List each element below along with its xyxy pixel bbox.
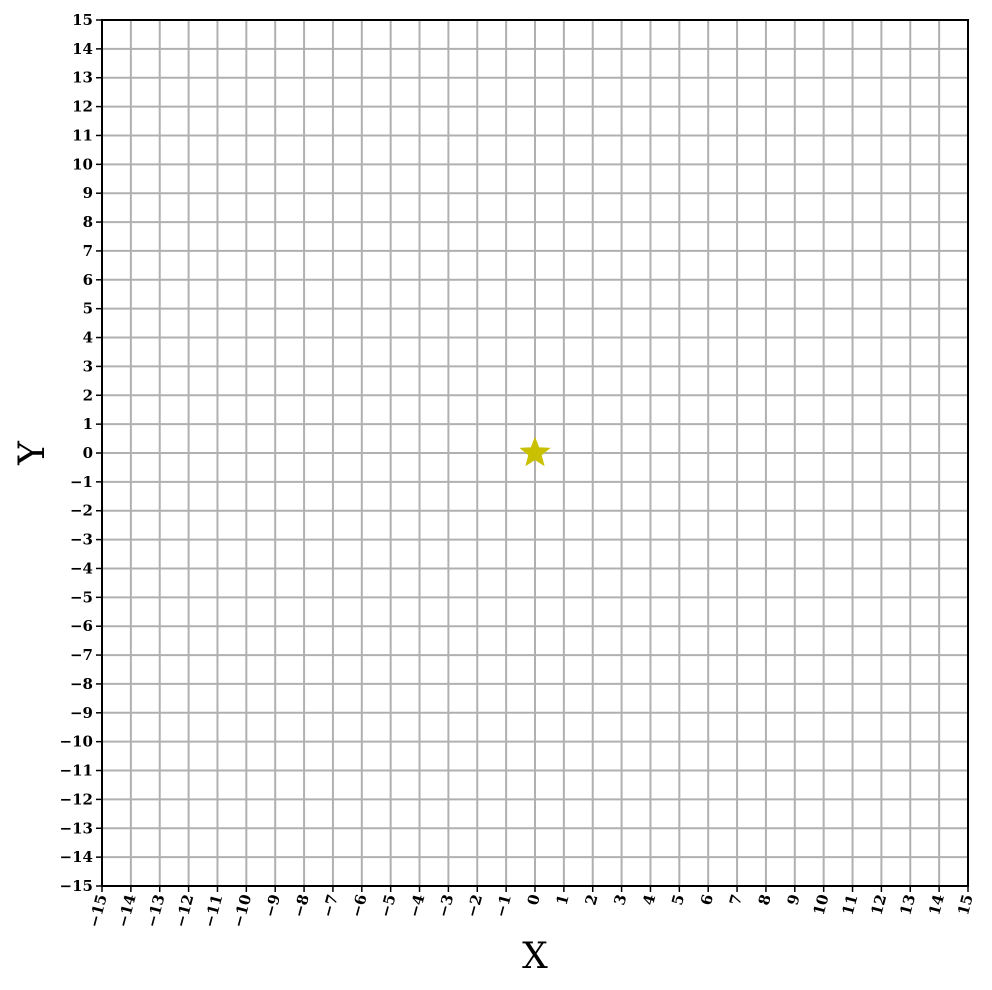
x-tick-label: 0 xyxy=(524,892,544,907)
x-tick-label: −2 xyxy=(463,892,486,919)
y-tick-label: 10 xyxy=(72,155,93,173)
x-tick-label: −9 xyxy=(261,892,284,919)
y-tick-label: 1 xyxy=(83,415,93,433)
x-tick-label: 10 xyxy=(810,892,833,917)
y-tick-label: 4 xyxy=(83,329,93,347)
y-tick-label: −1 xyxy=(70,473,93,491)
x-tick-label: 15 xyxy=(954,892,977,917)
x-tick-label: −12 xyxy=(171,892,197,929)
x-tick-label: 7 xyxy=(726,892,746,907)
x-tick-label: 1 xyxy=(553,892,573,907)
star-marker xyxy=(519,436,551,467)
x-tick-label: 3 xyxy=(610,892,630,907)
y-tick-label: 6 xyxy=(83,271,93,289)
x-tick-label: −7 xyxy=(318,892,341,919)
x-tick-label: −1 xyxy=(492,892,515,919)
x-tick-label: 14 xyxy=(925,892,948,917)
x-tick-label: −13 xyxy=(143,892,169,929)
x-tick-label: −4 xyxy=(405,892,428,919)
y-tick-label: −8 xyxy=(70,675,93,693)
y-tick-label: −13 xyxy=(60,819,93,837)
x-tick-label: 8 xyxy=(755,892,775,907)
x-tick-label: 4 xyxy=(639,892,659,907)
y-tick-label: −5 xyxy=(70,588,93,606)
y-tick-label: 3 xyxy=(83,357,93,375)
y-tick-label: −10 xyxy=(60,733,93,751)
y-tick-label: 7 xyxy=(83,242,93,260)
x-tick-label: −14 xyxy=(114,892,140,929)
y-tick-label: −4 xyxy=(70,559,93,577)
y-tick-label: −12 xyxy=(60,790,93,808)
y-tick-label: 8 xyxy=(83,213,93,231)
y-tick-label: 12 xyxy=(72,98,93,116)
x-tick-label: 9 xyxy=(784,892,804,907)
x-tick-label: 5 xyxy=(668,892,688,907)
x-tick-label: −11 xyxy=(200,892,226,929)
y-tick-label: 13 xyxy=(72,69,93,87)
x-tick-label: 13 xyxy=(896,892,919,917)
ticks: −15 −14 −13 −12 −11 −10 −9 −8 −7 −6 −5 −4 −3 −2 −1 0 1 2 3… xyxy=(60,11,977,929)
x-tick-label: −10 xyxy=(229,892,255,929)
x-tick-label: −6 xyxy=(347,892,370,919)
y-tick-label: 9 xyxy=(83,184,93,202)
y-tick-label: −15 xyxy=(60,877,93,895)
y-tick-label: −2 xyxy=(70,502,93,520)
y-tick-label: 0 xyxy=(83,444,93,462)
y-tick-label: −6 xyxy=(70,617,93,635)
x-tick-label: 2 xyxy=(582,892,602,907)
y-tick-label: 5 xyxy=(83,300,93,318)
y-tick-label: −7 xyxy=(70,646,93,664)
y-tick-label: 14 xyxy=(72,40,93,58)
x-tick-label: −15 xyxy=(85,892,111,929)
x-tick-label: −8 xyxy=(290,892,313,919)
y-tick-label: −11 xyxy=(60,762,93,780)
x-tick-label: −5 xyxy=(376,892,399,919)
y-axis-label: Y xyxy=(12,440,53,466)
y-tick-label: −14 xyxy=(60,848,93,866)
y-tick-label: 11 xyxy=(72,126,93,144)
marks xyxy=(519,436,551,467)
x-tick-label: −3 xyxy=(434,892,457,919)
x-axis-label: X xyxy=(522,936,548,977)
x-tick-label: 12 xyxy=(867,892,890,917)
x-tick-label: 11 xyxy=(839,892,862,917)
y-tick-label: 15 xyxy=(72,11,93,29)
grid xyxy=(101,19,969,887)
y-tick-label: −3 xyxy=(70,531,93,549)
x-tick-label: 6 xyxy=(697,892,717,907)
y-tick-label: 2 xyxy=(83,386,93,404)
y-tick-label: −9 xyxy=(70,704,93,722)
